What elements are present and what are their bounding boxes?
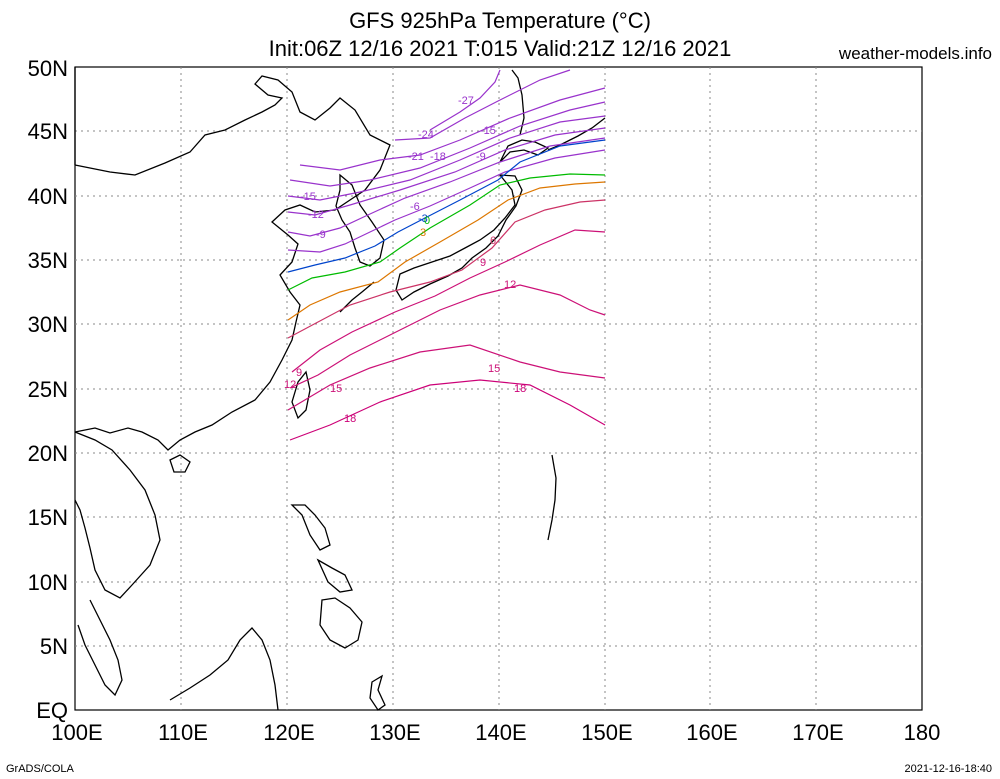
coastline-marianas bbox=[547, 454, 557, 541]
longitude-labels: 100E 110E 120E 130E 140E 150E 160E 170E … bbox=[51, 720, 940, 745]
contour-minus-3 bbox=[287, 139, 606, 273]
lat-label: 35N bbox=[28, 248, 68, 273]
contour-minus-18 bbox=[289, 101, 606, 187]
lon-label: 130E bbox=[369, 720, 420, 745]
contour-label: 12 bbox=[504, 279, 516, 291]
contour-label: -12 bbox=[308, 209, 324, 221]
footer-timestamp: 2021-12-16-18:40 bbox=[904, 763, 992, 775]
contour-minus-12 bbox=[287, 127, 606, 216]
contour-label: 9 bbox=[480, 257, 486, 269]
contour-label: -9 bbox=[476, 151, 486, 163]
coastline-sakhalin bbox=[511, 69, 525, 136]
contour-label: -15 bbox=[480, 125, 496, 137]
coastline-mainland-china bbox=[74, 75, 391, 451]
contour-label: 0 bbox=[424, 215, 430, 227]
lon-label: 160E bbox=[686, 720, 737, 745]
lat-label: 5N bbox=[40, 634, 68, 659]
contour-label: 18 bbox=[514, 383, 526, 395]
latitude-labels: EQ 5N 10N 15N 20N 25N 30N 35N 40N 45N 50… bbox=[28, 56, 68, 723]
lat-label: 50N bbox=[28, 56, 68, 81]
lon-label: 140E bbox=[475, 720, 526, 745]
temperature-contours bbox=[287, 69, 606, 441]
lat-label: 10N bbox=[28, 570, 68, 595]
contour-0 bbox=[287, 173, 606, 291]
coastline-hainan bbox=[169, 454, 191, 473]
lon-label: 120E bbox=[263, 720, 314, 745]
coastline-japan-honshu bbox=[395, 174, 523, 301]
coastline-visayas bbox=[316, 558, 353, 593]
contour-label: -3 bbox=[418, 213, 428, 225]
contour-label: -24 bbox=[418, 129, 434, 141]
lat-label: 45N bbox=[28, 119, 68, 144]
contour-minus-6 bbox=[287, 149, 606, 253]
contour-15 bbox=[287, 344, 606, 411]
contour-label: -18 bbox=[430, 151, 446, 163]
footer-software: GrADS/COLA bbox=[6, 763, 74, 775]
contour-label: 15 bbox=[330, 383, 342, 395]
lat-label: 15N bbox=[28, 505, 68, 530]
contour-18 bbox=[289, 379, 606, 441]
contour-minus-24 bbox=[394, 69, 571, 141]
lat-label: EQ bbox=[36, 698, 68, 723]
contour-minus-21 bbox=[299, 87, 606, 171]
coastline-ryukyu bbox=[339, 281, 375, 313]
coastline-taiwan bbox=[291, 370, 311, 420]
coastline-indochina bbox=[74, 431, 161, 599]
contour-12 bbox=[289, 284, 606, 389]
lon-label: 170E bbox=[792, 720, 843, 745]
contour-label: 9 bbox=[296, 367, 302, 379]
site-credit: weather-models.info bbox=[838, 44, 992, 63]
contour-6 bbox=[287, 199, 606, 339]
contour-minus-9 bbox=[287, 137, 606, 237]
map-subtitle: Init:06Z 12/16 2021 T:015 Valid:21Z 12/1… bbox=[268, 36, 732, 61]
coastline-mindanao bbox=[319, 597, 363, 649]
coastline-hokkaido bbox=[499, 139, 550, 163]
contour-9 bbox=[291, 229, 606, 373]
contour-label: -15 bbox=[300, 191, 316, 203]
contour-label: 12 bbox=[284, 379, 296, 391]
lon-label: 180 bbox=[904, 720, 941, 745]
lat-label: 40N bbox=[28, 184, 68, 209]
coastline-borneo bbox=[169, 627, 279, 711]
coastlines bbox=[74, 67, 606, 711]
contour-minus-27 bbox=[429, 69, 501, 131]
contour-label: 15 bbox=[488, 363, 500, 375]
contour-3 bbox=[287, 181, 606, 321]
contour-label: -6 bbox=[410, 201, 420, 213]
contour-label: -21 bbox=[408, 151, 424, 163]
lon-label: 150E bbox=[581, 720, 632, 745]
lat-label: 20N bbox=[28, 441, 68, 466]
contour-label: -9 bbox=[316, 229, 326, 241]
contour-labels: -27 -24 -21 -18 -15 -15 -12 -9 -9 -6 -3 … bbox=[284, 95, 526, 425]
lon-label: 100E bbox=[51, 720, 102, 745]
contour-minus-15 bbox=[287, 115, 606, 201]
lat-label: 30N bbox=[28, 312, 68, 337]
map-title: GFS 925hPa Temperature (°C) bbox=[349, 8, 651, 33]
lon-label: 110E bbox=[158, 720, 208, 745]
coastline-malay-peninsula bbox=[77, 599, 123, 697]
coastline-sulawesi bbox=[369, 674, 386, 711]
coastline-luzon bbox=[290, 504, 331, 551]
lat-label: 25N bbox=[28, 377, 68, 402]
contour-label: 3 bbox=[420, 227, 426, 239]
gridlines bbox=[75, 67, 922, 710]
contour-label: -27 bbox=[458, 95, 474, 107]
coastline-kamchatka bbox=[547, 117, 606, 151]
contour-label: 6 bbox=[490, 235, 496, 247]
contour-label: 18 bbox=[344, 413, 356, 425]
